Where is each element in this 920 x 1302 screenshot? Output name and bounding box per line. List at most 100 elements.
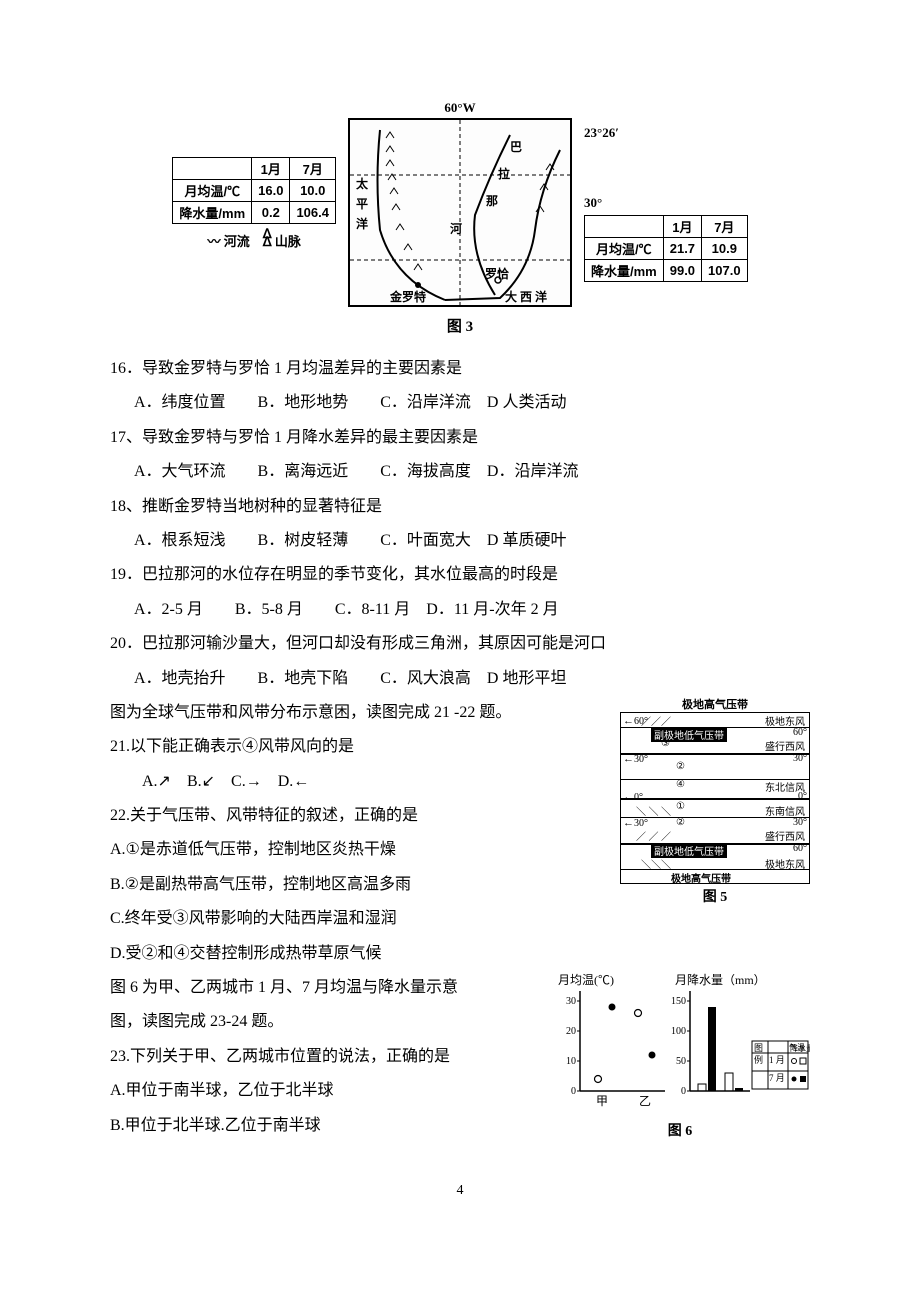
fig3-left-block: 1月 7月 月均温/℃ 16.0 10.0 降水量/mm 0.2 106.4 〰…: [172, 157, 336, 250]
q18-opts: A．根系短浅 B．树皮轻薄 C．叶面宽大 D 革质硬叶: [110, 524, 810, 558]
fig6-intro1: 图 6 为甲、乙两城市 1 月、7 月均温与降水量示意: [110, 971, 534, 1005]
fig5-s60: 60°: [793, 843, 807, 854]
fig5-intro: 图为全球气压带和风带分布示意困，读图完成 21 -22 题。: [110, 696, 604, 730]
cell: 10.9: [702, 238, 748, 260]
fig3-right-block: 23°26′ 30° 1月 7月 月均温/℃ 21.7 10.9 降水量/mm …: [584, 125, 748, 282]
river-char: 拉: [498, 165, 510, 182]
fig5-polareast-s: 极地东风: [765, 856, 805, 871]
svg-text:甲: 甲: [596, 1094, 608, 1108]
fig6-caption: 图 6: [550, 1120, 810, 1140]
fig3-map: 太 平 洋 巴 拉 那 河 金罗特 罗恰 大 西 洋: [348, 118, 572, 307]
cell: 16.0: [252, 180, 290, 202]
lat30-label: 30°: [584, 195, 748, 211]
q17: 17、导致金罗特与罗恰 1 月降水差异的最主要因素是: [110, 421, 810, 455]
figure-6: 0 10 20 30 甲 乙 0 50 100: [550, 971, 810, 1131]
svg-text:乙: 乙: [639, 1094, 651, 1108]
fig5-n60: 60°: [793, 727, 807, 738]
fig5-eq0: 0°: [798, 791, 807, 802]
ocean-left: 洋: [356, 215, 368, 232]
svg-text:20: 20: [566, 1026, 576, 1037]
svg-text:30: 30: [566, 996, 576, 1007]
fig5-arrows: ＼ ＼ ＼: [636, 803, 671, 818]
river-char: 河: [450, 220, 462, 237]
map-lon-label: 60°W: [348, 100, 572, 116]
cell: 107.0: [702, 260, 748, 282]
svg-text:7 月: 7 月: [769, 1073, 785, 1083]
svg-text:1 月: 1 月: [769, 1055, 785, 1065]
q20-opts: A．地壳抬升 B．地壳下陷 C．风大浪高 D 地形平坦: [110, 662, 810, 696]
fig5-arrows2: ／ ／ ／: [636, 828, 671, 843]
q23: 23.下列关于甲、乙两城市位置的说法，正确的是: [110, 1040, 534, 1074]
cell: 10.0: [290, 180, 336, 202]
figure-5: 极地高气压带 ／／／ 极地东风 ←60° 副极地低气压带 60° ③ 盛行西风 …: [620, 696, 810, 906]
q18: 18、推断金罗特当地树种的显著特征是: [110, 490, 810, 524]
city-jinluote: 金罗特: [390, 288, 426, 305]
cell: [585, 216, 664, 238]
q22b: B.②是副热带高气压带，控制地区高温多雨: [110, 868, 604, 902]
q20: 20．巴拉那河输沙量大，但河口却没有形成三角洲，其原因可能是河口: [110, 627, 810, 661]
fig5-4: ④: [676, 779, 685, 790]
q16-opts: A．纬度位置 B．地形地势 C．沿岸洋流 D 人类活动: [110, 386, 810, 420]
fig5-west-s: 盛行西风: [765, 828, 805, 843]
fig5-west: 盛行西风: [765, 738, 805, 753]
svg-text:10: 10: [566, 1056, 576, 1067]
cell: 106.4: [290, 202, 336, 224]
river-icon: 〰: [207, 234, 220, 249]
svg-text:降水量: 降水量: [790, 1043, 810, 1053]
river-char: 那: [486, 192, 498, 209]
fig5-caption: 图 5: [620, 886, 810, 906]
map-svg: [350, 120, 570, 305]
q22: 22.关于气压带、风带特征的叙述，正确的是: [110, 799, 604, 833]
cell: 1月: [252, 158, 290, 180]
fig3-right-table: 1月 7月 月均温/℃ 21.7 10.9 降水量/mm 99.0 107.0: [584, 215, 748, 282]
cell: 月均温/℃: [173, 180, 252, 202]
cell: 7月: [702, 216, 748, 238]
q22c: C.终年受③风带影响的大陆西岸温和湿润: [110, 902, 604, 936]
ocean-right: 大 西 洋: [505, 288, 547, 305]
fig5-bottom: 极地高气压带: [671, 870, 731, 885]
fig3-caption: 图 3: [110, 315, 810, 336]
svg-text:150: 150: [671, 996, 686, 1007]
legend-mountain: 山脉: [275, 234, 301, 249]
river-char: 巴: [510, 138, 522, 155]
cell: [173, 158, 252, 180]
svg-text:0: 0: [681, 1086, 686, 1097]
svg-text:0: 0: [571, 1086, 576, 1097]
q16: 16．导致金罗特与罗恰 1 月均温差异的主要因素是: [110, 352, 810, 386]
fig5-diagram: ／／／ 极地东风 ←60° 副极地低气压带 60° ③ 盛行西风 ←30° 30…: [620, 712, 810, 884]
fig3-left-table: 1月 7月 月均温/℃ 16.0 10.0 降水量/mm 0.2 106.4: [172, 157, 336, 224]
cell: 21.7: [663, 238, 701, 260]
cell: 7月: [290, 158, 336, 180]
fig5-polareast: 极地东风: [765, 713, 805, 728]
svg-text:例: 例: [754, 1054, 763, 1065]
fig5-top: 极地高气压带: [620, 696, 810, 712]
q21: 21.以下能正确表示④风带风向的是: [110, 730, 604, 764]
legend-river: 河流: [224, 234, 250, 249]
cell: 99.0: [663, 260, 701, 282]
cell: 0.2: [252, 202, 290, 224]
fig5-3: ③: [661, 738, 670, 749]
fig3-legend: 〰 河流 ᐃᐃ 山脉: [172, 230, 336, 250]
fig5-hatch2: ＼＼＼: [641, 856, 671, 871]
q22a: A.①是赤道低气压带，控制地区炎热干燥: [110, 833, 604, 867]
fig5-s30: 30°: [793, 817, 807, 828]
fig5-eq0l: ←0°: [623, 791, 643, 803]
tropic-label: 23°26′: [584, 125, 748, 141]
mountain-icon: ᐃᐃ: [263, 230, 272, 246]
cell: 降水量/mm: [173, 202, 252, 224]
q17-opts: A．大气环流 B．离海远近 C．海拔高度 D．沿岸洋流: [110, 455, 810, 489]
q23b: B.甲位于北半球.乙位于南半球: [110, 1109, 534, 1143]
q23a: A.甲位于南半球，乙位于北半球: [110, 1074, 534, 1108]
q19-opts: A．2-5 月 B．5-8 月 C．8-11 月 D．11 月-次年 2 月: [110, 593, 810, 627]
fig5-2: ②: [676, 761, 685, 772]
fig5-2s: ②: [676, 817, 685, 828]
fig5-1: ①: [676, 801, 685, 812]
cell: 1月: [663, 216, 701, 238]
ocean-left: 太: [356, 175, 368, 192]
page-number: 4: [110, 1183, 810, 1199]
q19: 19．巴拉那河的水位存在明显的季节变化，其水位最高的时段是: [110, 558, 810, 592]
svg-text:图: 图: [754, 1043, 763, 1053]
fig3-map-wrap: 60°W: [348, 100, 572, 307]
q21-opts: A.↗ B.↙ C.→ D.←: [110, 765, 604, 799]
fig6-intro2: 图，读图完成 23-24 题。: [110, 1005, 534, 1039]
